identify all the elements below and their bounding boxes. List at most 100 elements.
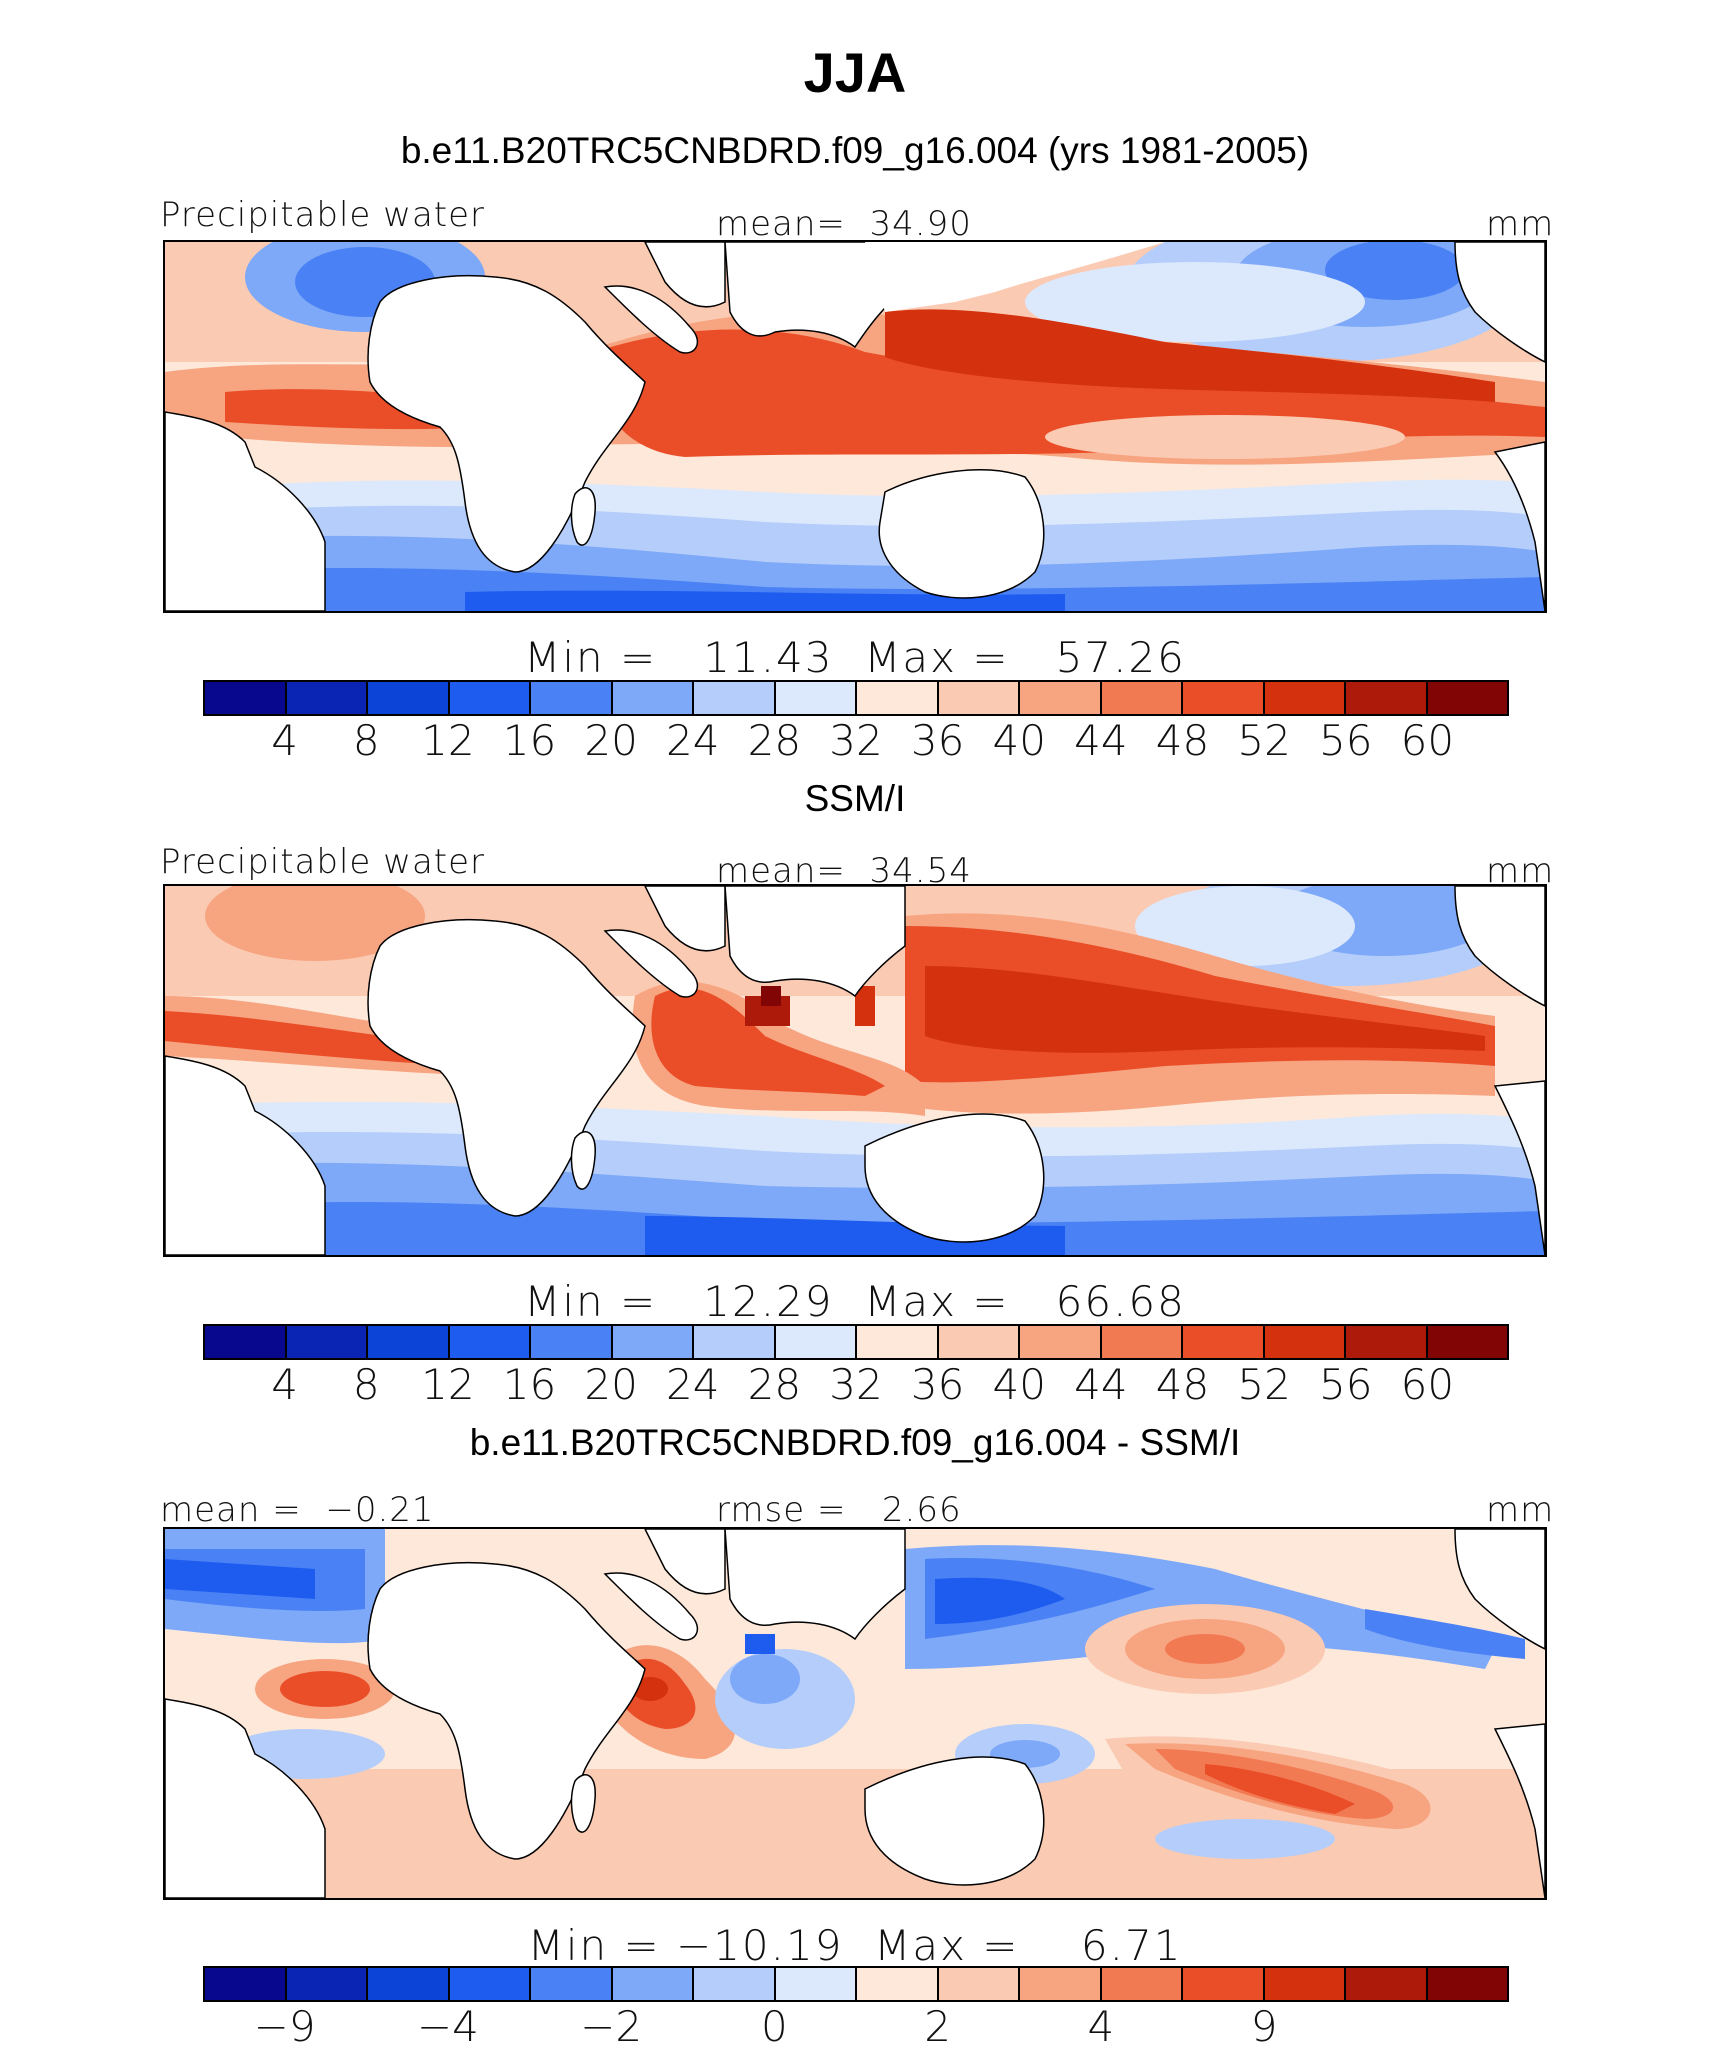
colorbar-swatch — [531, 1968, 613, 2000]
panel-3-colorbar — [203, 1966, 1509, 2002]
colorbar-swatch — [612, 1326, 694, 1358]
colorbar-tick-label: 20 — [584, 1360, 638, 1409]
panel-3-title: b.e11.B20TRC5CNBDRD.f09_g16.004 - SSM/I — [469, 1422, 1241, 1463]
colorbar-swatch — [1020, 1326, 1102, 1358]
panel-1-colorbar — [203, 680, 1509, 716]
panel-1-mean-label: mean= 34.90 — [716, 204, 972, 244]
colorbar-tick-label: 24 — [666, 1360, 720, 1409]
colorbar-tick-label: 52 — [1237, 1360, 1291, 1409]
colorbar-tick-label: 24 — [666, 716, 720, 765]
colorbar-swatch — [694, 1968, 776, 2000]
colorbar-tick-label: 4 — [271, 716, 298, 765]
colorbar-tick-label: 20 — [584, 716, 638, 765]
panel-1-variable-label: Precipitable water — [160, 195, 486, 235]
panel-2-field — [165, 886, 1545, 1255]
panel-2-title: SSM/I — [804, 778, 906, 819]
colorbar-tick-label: 60 — [1400, 716, 1455, 765]
colorbar-tick-label: 36 — [910, 716, 965, 765]
panel-2-colorbar-ticks: 4 8 12 16 20 24 28 32 36 40 44 48 52 56 60 — [203, 1360, 1509, 1410]
colorbar-swatch — [612, 1968, 694, 2000]
colorbar-tick-label: 44 — [1074, 716, 1128, 765]
colorbar-swatch — [938, 1326, 1020, 1358]
colorbar-tick-label: 0 — [761, 2002, 788, 2051]
colorbar-tick-label: 28 — [747, 1360, 802, 1409]
colorbar-swatch — [612, 682, 694, 714]
colorbar-tick-label: 56 — [1319, 716, 1373, 765]
panel-2-minmax: Min = 12.29 Max = 66.68 — [524, 1277, 1186, 1326]
colorbar-swatch — [857, 682, 939, 714]
colorbar-tick-label: 36 — [910, 1360, 965, 1409]
colorbar-swatch — [286, 1968, 368, 2000]
colorbar-tick-label: 48 — [1155, 1360, 1210, 1409]
colorbar-swatch — [368, 1968, 450, 2000]
colorbar-swatch — [449, 1968, 531, 2000]
colorbar-tick-label: 8 — [352, 1360, 380, 1409]
panel-3-map — [163, 1527, 1547, 1900]
colorbar-swatch — [1183, 1968, 1265, 2000]
colorbar-tick-label: 12 — [421, 1360, 475, 1409]
panel-1-title: b.e11.B20TRC5CNBDRD.f09_g16.004 (yrs 198… — [400, 130, 1310, 171]
colorbar-tick-label: −4 — [416, 2002, 479, 2051]
colorbar-swatch — [1346, 1326, 1428, 1358]
panel-1-field — [165, 242, 1545, 611]
colorbar-swatch — [694, 682, 776, 714]
panel-3-minmax: Min = −10.19 Max = 6.71 — [527, 1921, 1183, 1970]
panel-3-rmse-label: rmse = 2.66 — [716, 1490, 962, 1530]
panel-3-units-label: mm — [1486, 1490, 1555, 1530]
colorbar-tick-label: 32 — [829, 716, 883, 765]
panel-2-map — [163, 884, 1547, 1257]
colorbar-swatch — [1264, 1326, 1346, 1358]
colorbar-swatch — [1101, 682, 1183, 714]
panel-1-colorbar-ticks: 4 8 12 16 20 24 28 32 36 40 44 48 52 56 60 — [203, 716, 1509, 766]
colorbar-swatch — [368, 682, 450, 714]
colorbar-swatch — [1427, 682, 1507, 714]
colorbar-swatch — [938, 682, 1020, 714]
colorbar-swatch — [1183, 682, 1265, 714]
panel-1-map — [163, 240, 1547, 613]
colorbar-swatch — [1264, 682, 1346, 714]
panel-2-colorbar — [203, 1324, 1509, 1360]
colorbar-swatch — [205, 682, 287, 714]
panel-2-variable-label: Precipitable water — [160, 842, 486, 882]
colorbar-swatch — [531, 1326, 613, 1358]
colorbar-swatch — [1020, 1968, 1102, 2000]
colorbar-tick-label: 12 — [421, 716, 475, 765]
colorbar-swatch — [205, 1326, 287, 1358]
colorbar-swatch — [1264, 1968, 1346, 2000]
colorbar-swatch — [1101, 1326, 1183, 1358]
panel-1-minmax: Min = 11.43 Max = 57.26 — [524, 633, 1186, 682]
colorbar-swatch — [368, 1326, 450, 1358]
colorbar-swatch — [286, 682, 368, 714]
colorbar-swatch — [775, 1968, 857, 2000]
colorbar-swatch — [1020, 682, 1102, 714]
colorbar-swatch — [938, 1968, 1020, 2000]
panel-3-colorbar-ticks: −9 −4 −2 0 2 4 9 — [203, 2002, 1509, 2052]
panel-1-units-label: mm — [1486, 204, 1555, 244]
colorbar-swatch — [449, 682, 531, 714]
colorbar-swatch — [1101, 1968, 1183, 2000]
figure-title: JJA — [803, 41, 907, 104]
colorbar-tick-label: 9 — [1250, 2002, 1278, 2051]
colorbar-tick-label: −2 — [580, 2002, 643, 2051]
colorbar-swatch — [449, 1326, 531, 1358]
colorbar-swatch — [857, 1326, 939, 1358]
colorbar-tick-label: 48 — [1155, 716, 1210, 765]
colorbar-swatch — [1427, 1326, 1507, 1358]
colorbar-swatch — [1427, 1968, 1507, 2000]
colorbar-tick-label: 8 — [352, 716, 380, 765]
colorbar-swatch — [286, 1326, 368, 1358]
colorbar-tick-label: 28 — [747, 716, 802, 765]
colorbar-tick-label: 4 — [271, 1360, 298, 1409]
colorbar-swatch — [205, 1968, 287, 2000]
colorbar-swatch — [775, 682, 857, 714]
panel-3-field — [165, 1529, 1545, 1898]
panel-3-mean-label: mean = −0.21 — [160, 1490, 435, 1530]
colorbar-tick-label: 16 — [502, 716, 557, 765]
colorbar-swatch — [1183, 1326, 1265, 1358]
colorbar-tick-label: 16 — [502, 1360, 557, 1409]
colorbar-tick-label: 44 — [1074, 1360, 1128, 1409]
colorbar-swatch — [694, 1326, 776, 1358]
colorbar-tick-label: 40 — [992, 1360, 1046, 1409]
colorbar-tick-label: 52 — [1237, 716, 1291, 765]
colorbar-tick-label: 60 — [1400, 1360, 1455, 1409]
